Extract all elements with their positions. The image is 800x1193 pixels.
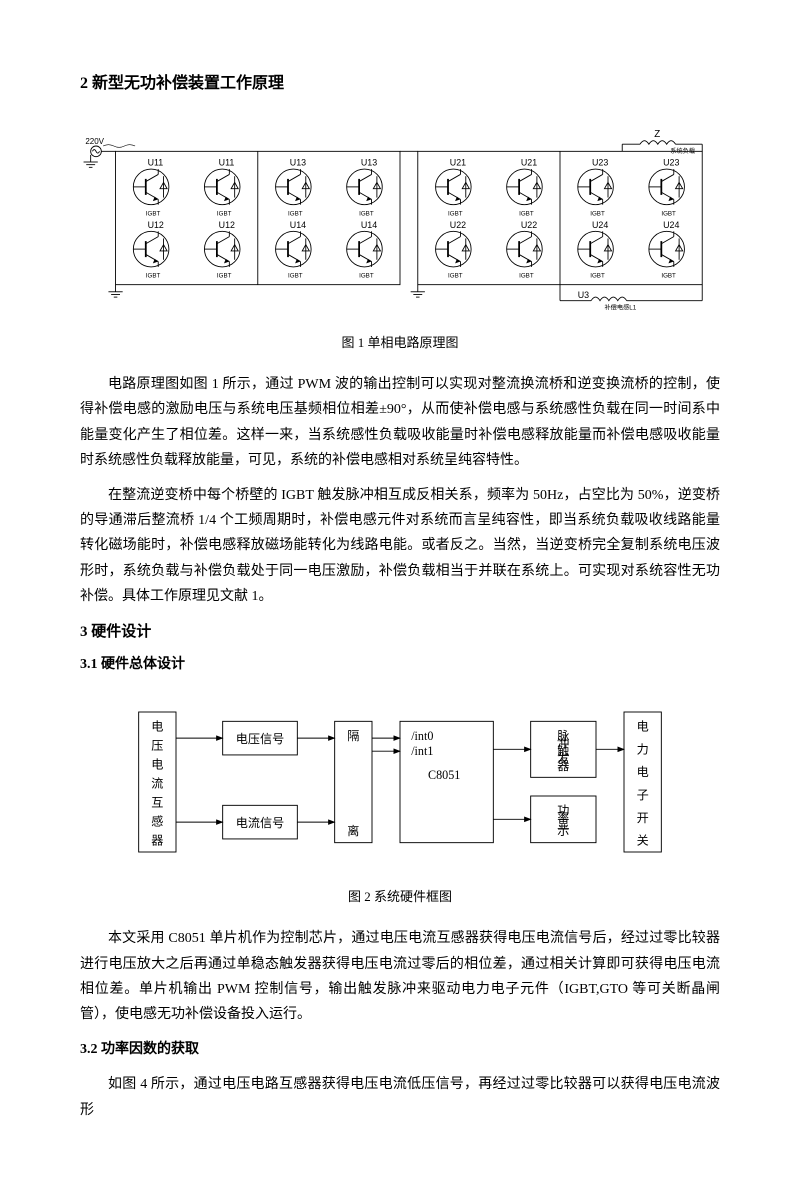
svg-text:U11: U11 <box>148 157 164 167</box>
svg-text:IGBT: IGBT <box>661 210 676 217</box>
svg-text:U24: U24 <box>663 220 679 230</box>
section-3-heading: 3 硬件设计 <box>80 619 720 646</box>
figure-2-caption: 图 2 系统硬件框图 <box>80 885 720 908</box>
svg-text:IGBT: IGBT <box>519 272 534 279</box>
svg-text:IGBT: IGBT <box>288 272 303 279</box>
svg-text:IGBT: IGBT <box>590 210 605 217</box>
section-2-heading: 2 新型无功补偿装置工作原理 <box>80 70 720 99</box>
figure-1-circuit: 220V Z 系统负载 U11 IGBT U11 IGBT U13 IGBT U13 IGBT… <box>80 113 720 323</box>
svg-text:互: 互 <box>151 796 163 810</box>
svg-text:U22: U22 <box>450 220 466 230</box>
source-label: 220V <box>85 137 104 146</box>
svg-text:U23: U23 <box>663 157 679 167</box>
svg-text:示: 示 <box>557 824 569 838</box>
svg-text:U21: U21 <box>521 157 537 167</box>
svg-text:U12: U12 <box>148 220 164 230</box>
section-2-para-1: 电路原理图如图 1 所示，通过 PWM 波的输出控制可以实现对整流换流桥和逆变换… <box>80 372 720 473</box>
svg-text:离: 离 <box>347 823 359 838</box>
svg-text:IGBT: IGBT <box>590 272 605 279</box>
svg-text:U14: U14 <box>361 220 377 230</box>
svg-text:IGBT: IGBT <box>448 272 463 279</box>
svg-text:U13: U13 <box>361 157 377 167</box>
svg-text:电: 电 <box>151 720 163 734</box>
svg-text:开: 开 <box>637 811 649 825</box>
svg-text:力: 力 <box>637 743 649 757</box>
int0-label: /int0 <box>411 729 433 743</box>
svg-text:U23: U23 <box>592 157 608 167</box>
svg-text:U22: U22 <box>521 220 537 230</box>
section-3-1-heading: 3.1 硬件总体设计 <box>80 652 720 677</box>
svg-text:关: 关 <box>637 834 649 848</box>
z-label: Z <box>654 129 660 140</box>
svg-text:IGBT: IGBT <box>146 272 161 279</box>
svg-text:IGBT: IGBT <box>217 272 232 279</box>
svg-text:电: 电 <box>151 758 163 772</box>
svg-text:电流信号: 电流信号 <box>236 816 285 830</box>
svg-text:IGBT: IGBT <box>359 210 374 217</box>
svg-text:器: 器 <box>557 759 569 773</box>
mcu-label: C8051 <box>428 768 460 782</box>
svg-text:子: 子 <box>637 788 649 802</box>
svg-text:U24: U24 <box>592 220 608 230</box>
svg-text:器: 器 <box>151 834 163 848</box>
svg-text:IGBT: IGBT <box>288 210 303 217</box>
int1-label: /int1 <box>411 744 433 758</box>
u3-sublabel: 补偿电感L1 <box>604 303 636 311</box>
svg-text:IGBT: IGBT <box>146 210 161 217</box>
svg-text:IGBT: IGBT <box>661 272 676 279</box>
svg-text:IGBT: IGBT <box>448 210 463 217</box>
svg-text:感: 感 <box>151 814 163 829</box>
svg-text:IGBT: IGBT <box>519 210 534 217</box>
section-2-para-2: 在整流逆变桥中每个桥壁的 IGBT 触发脉冲相互成反相关系，频率为 50Hz，占… <box>80 483 720 609</box>
section-3-2-heading: 3.2 功率因数的获取 <box>80 1037 720 1062</box>
figure-2-block-diagram: 电压电流互感器电压信号电流信号隔离脉冲触发器功率显示电力电子开关 /int0 /… <box>120 687 680 877</box>
section-3-para-1: 本文采用 C8051 单片机作为控制芯片，通过电压电流互感器获得电压电流信号后，… <box>80 926 720 1027</box>
svg-text:压: 压 <box>151 739 163 753</box>
svg-text:电: 电 <box>637 720 649 734</box>
section-3-para-2: 如图 4 所示，通过电压电路互感器获得电压电流低压信号，再经过过零比较器可以获得… <box>80 1072 720 1122</box>
svg-text:U14: U14 <box>290 220 306 230</box>
svg-text:流: 流 <box>151 777 163 791</box>
svg-text:电: 电 <box>637 765 649 779</box>
svg-text:隔: 隔 <box>347 729 359 743</box>
svg-text:IGBT: IGBT <box>359 272 374 279</box>
u3-label: U3 <box>578 290 589 300</box>
svg-text:IGBT: IGBT <box>217 210 232 217</box>
figure-1-caption: 图 1 单相电路原理图 <box>80 331 720 354</box>
svg-text:U12: U12 <box>219 220 235 230</box>
svg-text:U11: U11 <box>219 157 235 167</box>
svg-text:U13: U13 <box>290 157 306 167</box>
z-sublabel: 系统负载 <box>670 147 695 155</box>
svg-text:U21: U21 <box>450 157 466 167</box>
svg-text:电压信号: 电压信号 <box>236 732 285 746</box>
